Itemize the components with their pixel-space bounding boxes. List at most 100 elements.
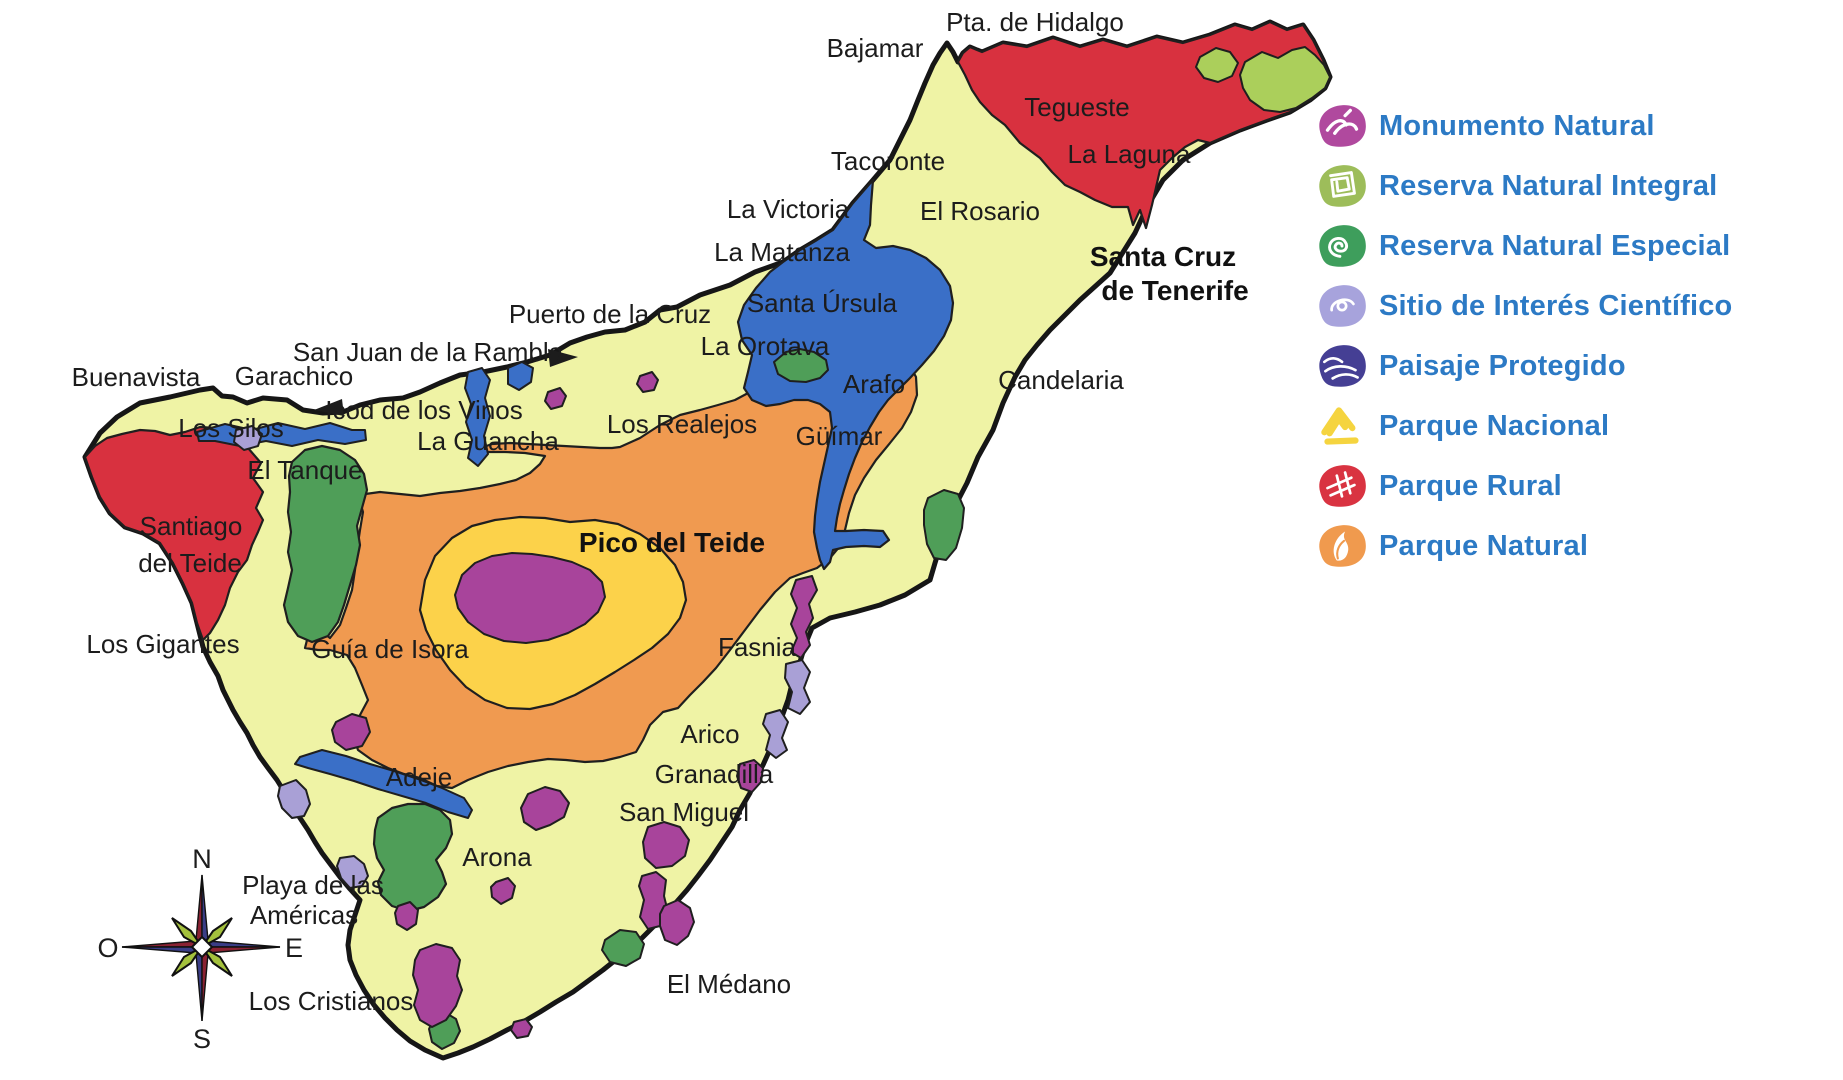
region-reserva-especial-medano	[601, 929, 645, 967]
map-label-el-rosario: El Rosario	[920, 196, 1040, 226]
region-monumento-barranco-herques	[790, 575, 818, 659]
legend-row-reserva-natural-integral: Reserva Natural Integral	[1314, 156, 1732, 216]
map-label-arico: Arico	[680, 719, 739, 749]
region-reserva-especial-chinyero	[282, 444, 369, 644]
region-paisaje-protegido-rambla-1	[464, 367, 491, 467]
reserva-natural-especial-icon	[1319, 225, 1366, 267]
map-label-santa-cruz: Santa Cruz	[1090, 241, 1236, 272]
map-label-del-teide: del Teide	[138, 548, 242, 578]
map-label-buenavista: Buenavista	[72, 362, 201, 392]
compass-arm-west-bottom	[121, 946, 204, 954]
legend-label-sitio-interes-cientifico: Sitio de Interés Científico	[1379, 289, 1733, 322]
region-reserva-especial-adeje	[372, 802, 454, 913]
map-label-pta-de-hidalgo: Pta. de Hidalgo	[946, 7, 1124, 37]
region-paisaje-protegido-rambla-2	[507, 361, 534, 391]
region-monumento-natural-teide	[454, 552, 606, 644]
map-label-guia-de-isora: Guía de Isora	[311, 634, 469, 664]
parque-nacional-icon	[1321, 407, 1359, 445]
map-label-puerto-de-la-cruz: Puerto de la Cruz	[509, 299, 711, 329]
map-label-de-tenerife: de Tenerife	[1101, 275, 1248, 306]
legend-row-monumento-natural: Monumento Natural	[1314, 96, 1732, 156]
monumento-natural-icon	[1319, 105, 1366, 147]
reserva-natural-integral-icon	[1319, 165, 1366, 207]
compass-letter-east: E	[285, 933, 303, 963]
map-label-santiago: Santiago	[140, 511, 243, 541]
monumento-natural-patches	[331, 371, 818, 1039]
region-sitio-cientifico-costa-adeje	[277, 779, 311, 819]
compass-center	[190, 935, 214, 959]
map-label-pico-del-teide: Pico del Teide	[579, 527, 765, 558]
region-paisaje-protegido-acentejo-guimar	[736, 178, 955, 571]
legend-label-reserva-natural-integral: Reserva Natural Integral	[1379, 169, 1718, 202]
region-monumento-ifonche	[520, 786, 570, 831]
compass-arm-south-left	[195, 945, 203, 1022]
region-paisaje-protegido-sur	[294, 749, 473, 819]
region-monumento-rambla	[544, 387, 567, 410]
map-label-candelaria: Candelaria	[998, 365, 1124, 395]
leader-arrow-icod	[314, 399, 344, 416]
legend-row-parque-nacional: Parque Nacional	[1314, 396, 1732, 456]
legend-label-parque-natural: Parque Natural	[1379, 529, 1589, 562]
paisaje-protegido-icon	[1319, 345, 1366, 387]
compass-letters: N S O E	[97, 844, 303, 1054]
map-label-tegueste: Tegueste	[1024, 92, 1130, 122]
legend-label-parque-rural: Parque Rural	[1379, 469, 1562, 502]
map-label-arona: Arona	[462, 842, 532, 872]
map-labels-layer: Pta. de Hidalgo Bajamar Tegueste La Lagu…	[72, 7, 1249, 1016]
leader-arrow-rambla	[548, 349, 578, 367]
map-label-arafo: Arafo	[843, 369, 905, 399]
map-label-bajamar: Bajamar	[827, 33, 924, 63]
map-label-tacoronte: Tacoronte	[831, 146, 945, 176]
compass-arm-south-right	[201, 945, 209, 1022]
legend-label-parque-nacional: Parque Nacional	[1379, 409, 1610, 442]
legend-row-reserva-natural-especial: Reserva Natural Especial	[1314, 216, 1732, 276]
compass-arm-east-top	[200, 940, 281, 948]
region-monumento-arona	[490, 877, 516, 905]
parque-rural-icon	[1319, 465, 1366, 507]
map-label-playa-de-las: Playa de las	[242, 870, 384, 900]
map-label-los-cristianos: Los Cristianos	[249, 986, 414, 1016]
map-label-la-victoria: La Victoria	[727, 194, 850, 224]
compass-letter-north: N	[192, 844, 212, 874]
region-reserva-especial-orotava	[773, 348, 829, 383]
region-reserva-integral-anaga-chica	[1195, 47, 1239, 83]
parque-natural-icon	[1319, 525, 1366, 567]
legend-row-parque-natural: Parque Natural	[1314, 516, 1732, 576]
region-parque-rural-teno	[83, 425, 265, 642]
compass-arm-west-top	[121, 940, 204, 948]
legend-row-parque-rural: Parque Rural	[1314, 456, 1732, 516]
region-monumento-sureste-1	[642, 821, 690, 869]
map-label-santa-ursula: Santa Úrsula	[747, 288, 898, 318]
map-label-guimar: Güímar	[796, 421, 883, 451]
region-monumento-granadilla	[736, 759, 764, 793]
map-label-adeje: Adeje	[386, 762, 453, 792]
region-sitio-cientifico-americas	[336, 855, 369, 889]
map-label-granadilla: Granadilla	[655, 759, 774, 789]
region-reserva-especial-guimar	[923, 489, 965, 561]
region-monumento-puerto-cruz	[636, 371, 659, 393]
compass-arm-north-left	[195, 874, 203, 949]
compass-arm-north-right	[201, 874, 209, 949]
sitio-interes-cientifico-icon	[1319, 285, 1366, 327]
legend-row-sitio-interes-cientifico: Sitio de Interés Científico	[1314, 276, 1732, 336]
compass-letter-south: S	[193, 1024, 211, 1054]
map-label-garachico: Garachico	[235, 361, 354, 391]
region-sitio-cientifico-fasnia-2	[762, 709, 789, 759]
region-sitio-cientifico-los-silos	[233, 425, 263, 451]
region-monumento-costa-sur	[510, 1018, 533, 1039]
compass-letter-west: O	[97, 933, 118, 963]
legend-row-paisaje-protegido: Paisaje Protegido	[1314, 336, 1732, 396]
region-reserva-integral-anaga-grande	[1239, 46, 1331, 113]
region-parque-rural-anaga	[956, 20, 1332, 230]
region-monumento-guia-isora	[331, 713, 371, 751]
map-label-el-medano: El Médano	[667, 969, 791, 999]
legend-label-monumento-natural: Monumento Natural	[1379, 109, 1655, 142]
map-label-los-gigantes: Los Gigantes	[86, 629, 239, 659]
map-label-la-orotava: La Orotava	[701, 331, 830, 361]
map-label-americas: Américas	[250, 900, 358, 930]
map-label-los-silos: Los Silos	[178, 413, 284, 443]
compass-rose	[121, 874, 281, 1022]
compass-arm-east-bottom	[200, 946, 281, 954]
